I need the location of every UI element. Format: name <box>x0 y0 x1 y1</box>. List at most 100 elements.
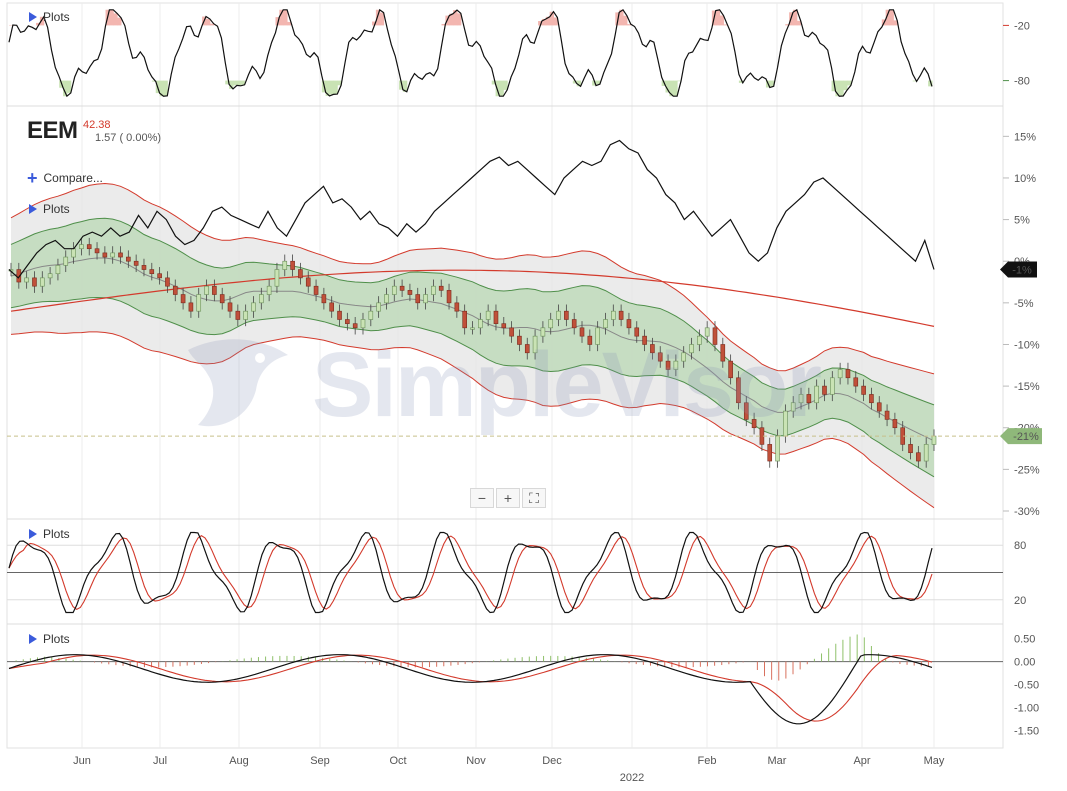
oversold-fill <box>843 80 848 91</box>
candle <box>227 302 233 312</box>
oversold-fill <box>159 80 164 97</box>
month-label: Feb <box>698 755 717 767</box>
oversold-fill <box>835 80 840 97</box>
price-tick: 5% <box>1014 215 1030 227</box>
macd-tick: -1.00 <box>1014 703 1039 715</box>
candle <box>423 294 428 304</box>
oversold-fill <box>847 80 852 86</box>
overbought-fill <box>205 18 211 26</box>
candle <box>790 402 796 412</box>
candle <box>352 323 358 329</box>
candle <box>180 294 186 304</box>
candle <box>126 256 131 262</box>
macd-line <box>8 654 933 725</box>
candle <box>149 269 155 275</box>
stochastic-tick: 20 <box>1014 595 1026 607</box>
candle <box>376 302 381 312</box>
candle <box>118 252 123 258</box>
overbought-fill <box>792 9 798 26</box>
candle <box>798 394 804 404</box>
outer-band-lower <box>10 331 935 509</box>
triangle-right-icon <box>29 529 37 539</box>
fit-screen-icon[interactable]: ⛶ <box>522 488 546 508</box>
plots-label: Plots <box>43 202 70 216</box>
candle <box>204 285 209 295</box>
candle <box>783 410 788 437</box>
candle <box>329 302 335 312</box>
compare-button[interactable]: + Compare... <box>27 169 103 187</box>
oversold-fill <box>839 80 844 96</box>
overbought-fill <box>379 12 385 26</box>
oversold-fill <box>225 80 230 85</box>
oversold-fill <box>337 80 342 86</box>
candle <box>71 248 76 258</box>
candle <box>908 444 913 454</box>
candle <box>133 260 139 266</box>
candle <box>767 444 773 462</box>
plots-label: Plots <box>43 10 70 24</box>
candle <box>814 385 819 404</box>
oversold-fill <box>399 80 404 90</box>
overbought-fill <box>619 9 624 26</box>
overbought-fill <box>209 23 215 26</box>
plots-toggle-macd[interactable]: Plots <box>29 632 70 646</box>
macd-tick: -1.50 <box>1014 726 1039 738</box>
oversold-fill <box>402 80 408 92</box>
macd-tick: 0.50 <box>1014 634 1035 646</box>
overbought-fill <box>36 22 41 26</box>
oversold-fill <box>738 80 744 83</box>
stochastic-tick: 80 <box>1014 540 1026 552</box>
overbought-fill <box>719 15 724 26</box>
overbought-fill <box>39 16 45 26</box>
candle <box>916 452 921 462</box>
candle <box>923 444 929 462</box>
oversold-fill <box>66 80 72 93</box>
candle <box>665 360 671 370</box>
candle <box>337 310 342 320</box>
compare-label: Compare... <box>43 171 103 185</box>
plots-toggle-stochastic[interactable]: Plots <box>29 527 70 541</box>
candle <box>548 319 554 329</box>
minus-icon[interactable]: − <box>470 488 494 508</box>
inner-band-upper <box>10 217 935 406</box>
candle <box>524 344 530 354</box>
price-tick: 15% <box>1014 131 1036 143</box>
oversold-fill <box>325 80 331 96</box>
candle <box>47 273 53 279</box>
candle <box>564 310 569 320</box>
overbought-fill <box>893 20 898 26</box>
candle <box>657 352 663 362</box>
candle <box>243 310 248 320</box>
oversold-fill <box>491 80 497 85</box>
candle <box>32 277 37 287</box>
overbought-fill <box>545 16 551 26</box>
candle <box>94 248 100 254</box>
candle <box>86 244 92 250</box>
candle <box>290 260 295 270</box>
candle <box>884 410 890 420</box>
overbought-fill <box>113 13 118 26</box>
overbought-fill <box>885 9 891 26</box>
candle <box>837 369 843 379</box>
candle <box>634 327 640 337</box>
candle <box>39 277 45 287</box>
plots-toggle-top[interactable]: Plots <box>29 10 70 24</box>
candle <box>235 310 241 320</box>
candle <box>212 285 217 295</box>
plots-toggle-price[interactable]: Plots <box>29 202 70 216</box>
candle <box>360 319 366 329</box>
overbought-fill <box>538 21 543 26</box>
plus-icon[interactable]: + <box>496 488 520 508</box>
candle <box>313 285 319 295</box>
candle <box>650 344 655 354</box>
price-change: 1.57 ( 0.00%) <box>95 132 162 144</box>
candle <box>462 310 467 329</box>
overbought-fill <box>279 9 284 26</box>
overbought-fill <box>449 13 454 26</box>
price-value-tag <box>1000 428 1042 445</box>
candle <box>556 310 561 320</box>
oversold-fill <box>232 80 238 86</box>
oversold-fill <box>229 80 234 89</box>
overbought-fill <box>117 17 122 26</box>
